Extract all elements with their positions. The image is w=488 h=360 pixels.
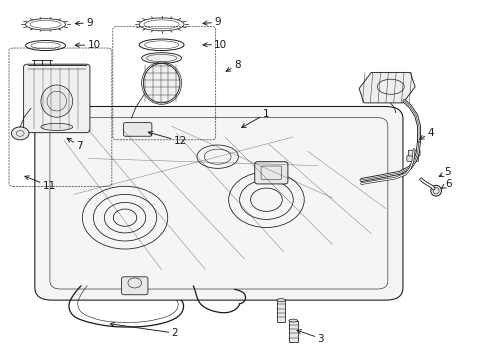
Text: 6: 6	[441, 179, 451, 189]
Text: 12: 12	[148, 131, 187, 146]
Text: 5: 5	[438, 167, 450, 177]
Text: 9: 9	[203, 17, 221, 27]
Ellipse shape	[276, 299, 285, 302]
FancyBboxPatch shape	[254, 162, 287, 184]
Ellipse shape	[41, 123, 73, 131]
Text: 2: 2	[110, 322, 178, 338]
Bar	[288, 320, 297, 342]
FancyBboxPatch shape	[122, 277, 148, 295]
Text: 3: 3	[296, 330, 324, 343]
Ellipse shape	[288, 319, 297, 322]
FancyBboxPatch shape	[23, 64, 90, 133]
FancyBboxPatch shape	[407, 150, 419, 156]
FancyBboxPatch shape	[123, 123, 152, 136]
FancyBboxPatch shape	[406, 156, 418, 161]
Ellipse shape	[143, 63, 180, 103]
Ellipse shape	[142, 53, 181, 63]
Bar	[276, 300, 285, 321]
Ellipse shape	[41, 85, 73, 117]
Text: 8: 8	[225, 60, 240, 71]
Text: 4: 4	[419, 128, 433, 139]
Circle shape	[11, 127, 29, 140]
FancyBboxPatch shape	[35, 107, 402, 300]
Ellipse shape	[430, 185, 441, 196]
Text: 7: 7	[67, 138, 83, 151]
Text: 10: 10	[75, 40, 101, 50]
Text: 1: 1	[241, 109, 269, 127]
Text: 11: 11	[25, 176, 56, 191]
Text: 10: 10	[203, 40, 227, 50]
Text: 9: 9	[75, 18, 92, 28]
Polygon shape	[358, 72, 414, 103]
